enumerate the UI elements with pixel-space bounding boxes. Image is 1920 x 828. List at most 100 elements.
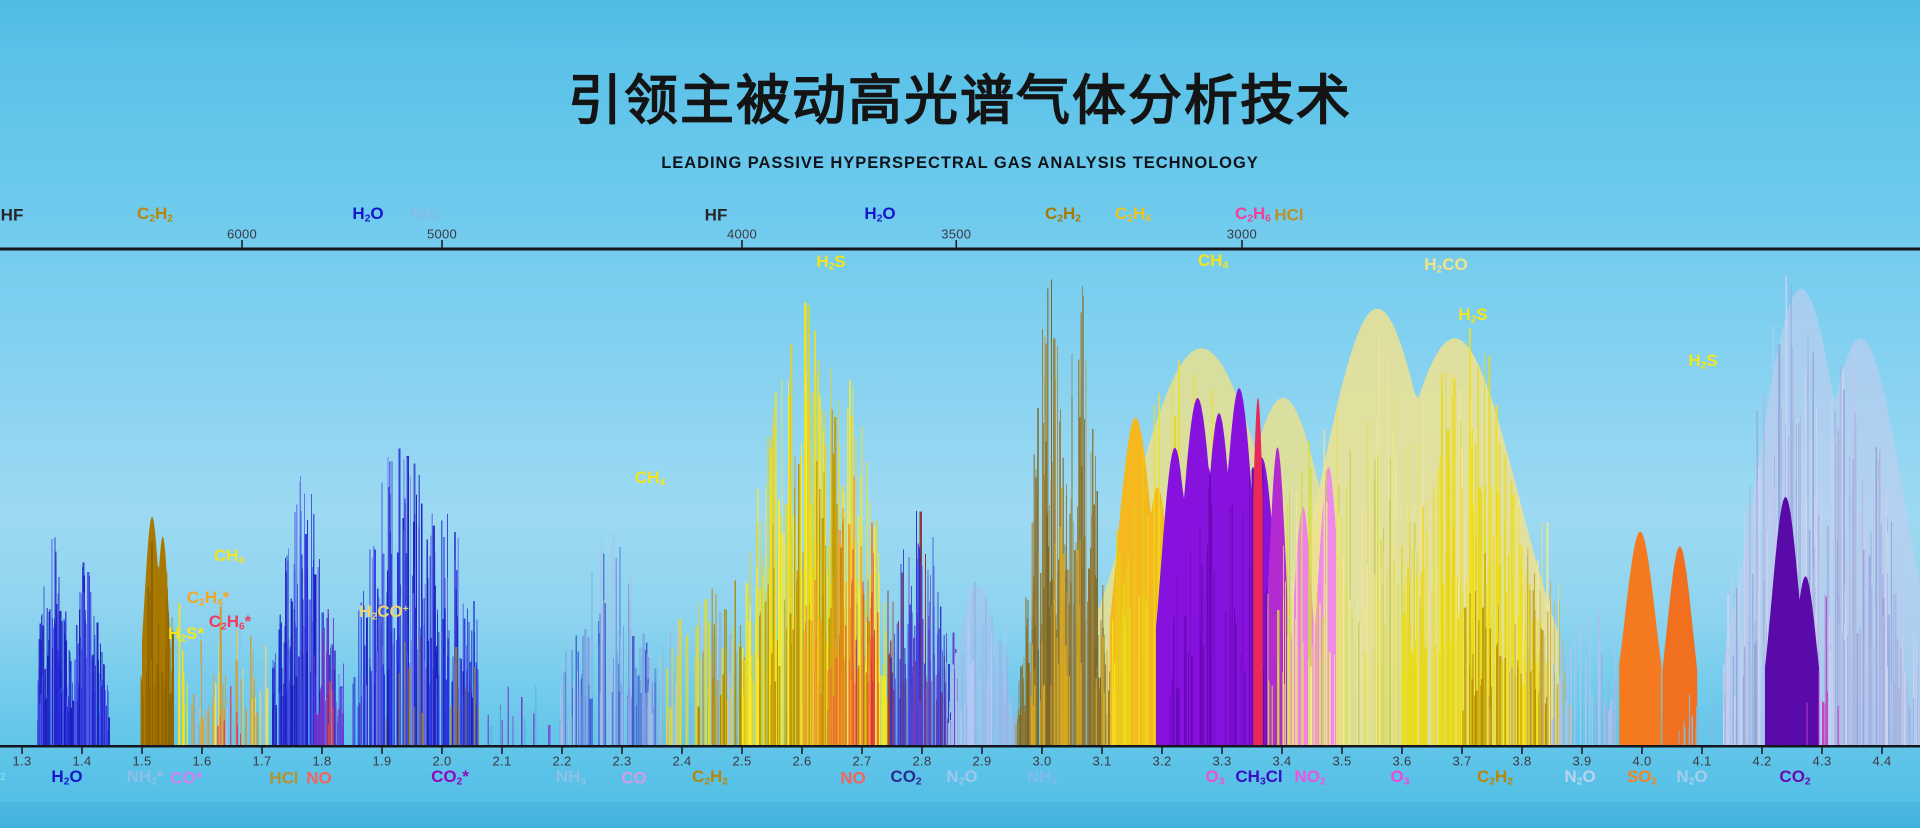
spectral-line <box>1308 661 1310 745</box>
spectral-line <box>156 663 158 745</box>
spectral-line <box>567 718 570 745</box>
spectral-line <box>1717 683 1719 745</box>
spectral-line <box>1526 671 1528 745</box>
spectral-line <box>1614 641 1616 745</box>
spectral-line <box>438 631 440 745</box>
spectral-line <box>814 670 816 745</box>
spectral-line <box>856 603 858 745</box>
spectral-line <box>830 668 832 745</box>
spectral-line <box>1752 634 1754 745</box>
wavelength-tick-label: 2.2 <box>552 753 572 769</box>
band-c2h6-crimson-lines <box>217 686 242 745</box>
spectral-line <box>404 641 406 745</box>
spectral-line <box>1319 603 1322 745</box>
spectral-line <box>405 553 408 745</box>
spectral-line <box>1292 562 1294 745</box>
band-so2-orange-1 <box>1619 531 1662 745</box>
molecule-label-bottom: NO <box>840 768 866 788</box>
spectral-line <box>878 553 880 745</box>
spectral-line <box>813 580 816 745</box>
spectral-line <box>1064 645 1067 745</box>
spectral-line <box>1589 618 1591 745</box>
spectral-line <box>735 651 737 745</box>
spectral-line <box>1005 643 1007 745</box>
spectral-line <box>907 624 909 745</box>
spectral-line <box>1798 423 1800 745</box>
spectral-line <box>598 632 600 745</box>
spectral-line <box>191 704 193 745</box>
spectral-line <box>648 685 650 745</box>
spectral-line <box>879 675 881 745</box>
spectral-line <box>1478 488 1481 745</box>
spectral-line <box>1474 591 1477 745</box>
spectral-line <box>320 688 322 745</box>
spectral-line <box>667 665 670 745</box>
wavelength-tick-label: 3.4 <box>1272 753 1292 769</box>
spectral-line <box>899 659 901 745</box>
spectral-line <box>1059 526 1061 745</box>
spectral-line <box>916 603 918 745</box>
spectral-line <box>287 561 289 745</box>
spectral-line <box>1324 582 1327 745</box>
spectral-line <box>1308 441 1310 745</box>
spectral-line <box>343 663 345 745</box>
spectral-line <box>999 643 1001 745</box>
spectral-line <box>1450 641 1452 745</box>
spectral-line <box>422 660 425 745</box>
wavelength-tick-label: 3.8 <box>1512 753 1532 769</box>
spectral-line <box>1743 514 1746 745</box>
spectral-line <box>1756 410 1758 745</box>
spectral-line <box>1061 548 1063 745</box>
molecule-label-bottom: CO2 <box>1779 767 1811 788</box>
spectral-line <box>1723 664 1725 745</box>
spectral-line <box>1104 664 1106 745</box>
molecule-label-bottom: H2O <box>51 767 83 788</box>
spectral-line <box>331 664 334 745</box>
spectral-line <box>455 647 458 745</box>
spectral-line <box>1002 701 1004 745</box>
spectral-line <box>444 608 446 745</box>
spectral-line <box>867 681 869 745</box>
spectral-line <box>857 668 859 745</box>
spectral-line <box>717 680 719 745</box>
molecule-label-bottom: NH3* <box>126 767 164 788</box>
spectral-line <box>147 586 149 745</box>
spectral-line <box>240 733 242 745</box>
spectral-line <box>202 718 205 745</box>
spectral-line <box>219 716 221 745</box>
spectral-line <box>1068 676 1070 745</box>
spectral-line <box>314 574 317 745</box>
spectral-line <box>1508 672 1511 745</box>
bottom-axis-tick <box>561 747 563 754</box>
spectral-line <box>607 562 609 745</box>
spectral-line <box>1184 615 1187 745</box>
spectral-line <box>327 608 329 745</box>
spectral-line <box>1731 576 1733 745</box>
spectral-line <box>1116 529 1119 745</box>
wavelength-tick-label: 3.0 <box>1032 753 1052 769</box>
spectral-line <box>327 644 329 745</box>
spectral-line <box>785 627 788 745</box>
spectral-line <box>834 417 837 745</box>
spectral-line <box>928 615 930 745</box>
spectral-line <box>1902 579 1904 745</box>
spectral-line <box>1585 696 1587 745</box>
spectral-line <box>154 685 156 745</box>
spectral-line <box>242 668 244 745</box>
spectral-line <box>40 615 42 745</box>
spectral-line <box>1736 588 1738 745</box>
spectral-line <box>68 712 70 745</box>
spectral-line <box>1387 638 1389 745</box>
spectral-line <box>1383 552 1385 745</box>
band-co2-blue-2.78 <box>890 511 953 745</box>
spectral-line <box>730 687 732 745</box>
spectral-line <box>1004 702 1006 745</box>
spectral-line <box>421 712 424 745</box>
spectral-line <box>76 700 78 745</box>
spectral-line <box>1224 611 1227 745</box>
spectral-line <box>1565 701 1567 745</box>
spectral-line <box>697 706 699 745</box>
spectral-line <box>695 623 697 745</box>
spectral-line <box>1724 693 1726 745</box>
